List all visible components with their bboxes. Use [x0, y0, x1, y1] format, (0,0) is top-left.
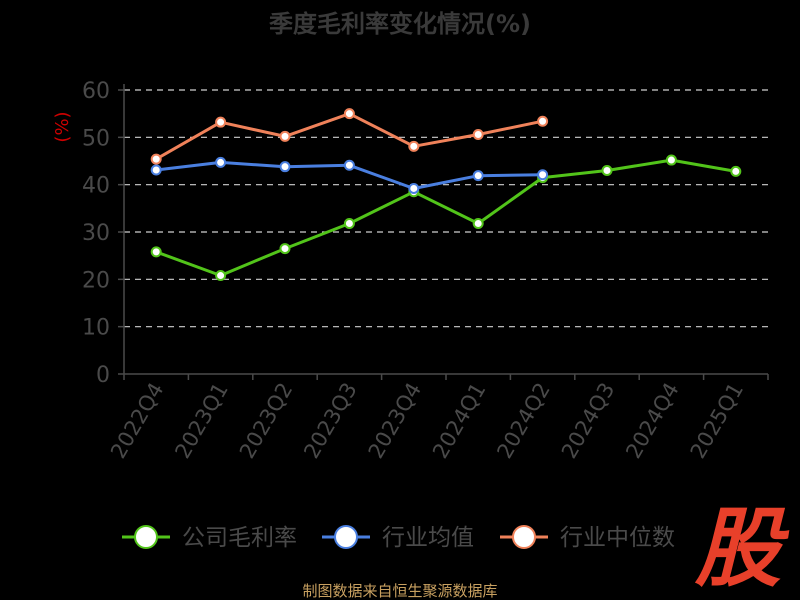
y-tick-label: 30 [82, 221, 110, 246]
legend-item-1: 公司毛利率 [122, 525, 297, 551]
x-tick-label: 2022Q4 [106, 379, 168, 463]
legend-item-2: 行业均值 [322, 525, 474, 551]
legend: 公司毛利率 行业均值 行业中位数 [122, 525, 675, 551]
data-point [150, 246, 162, 258]
data-point [215, 156, 227, 168]
data-point [408, 140, 420, 152]
data-point [150, 164, 162, 176]
data-point [279, 130, 291, 142]
data-point [215, 270, 227, 282]
source-note: 制图数据来自恒生聚源数据库 [302, 582, 497, 600]
x-tick-label: 2024Q4 [621, 379, 683, 463]
data-point [150, 153, 162, 165]
data-point [408, 182, 420, 194]
y-tick-label: 50 [82, 126, 110, 151]
data-point [472, 170, 484, 182]
series-3 [150, 108, 549, 165]
data-point [215, 116, 227, 128]
y-tick-label: 40 [82, 174, 110, 199]
series-line [155, 112, 543, 161]
data-point [343, 217, 355, 229]
data-point [279, 243, 291, 255]
data-point [730, 165, 742, 177]
y-tick-label: 60 [82, 79, 110, 104]
series-line [155, 158, 737, 277]
x-tick-label: 2024Q2 [492, 379, 554, 463]
chart-title: 季度毛利率变化情况(%) [269, 10, 531, 38]
data-point [343, 108, 355, 120]
y-tick-label: 20 [82, 268, 110, 293]
data-point [472, 217, 484, 229]
legend-marker [134, 525, 158, 549]
data-point [665, 154, 677, 166]
legend-marker [512, 525, 536, 549]
x-tick-label: 2023Q4 [364, 379, 426, 463]
x-tick-label: 2025Q1 [686, 379, 748, 463]
data-point [601, 164, 613, 176]
x-tick-label: 2024Q1 [428, 379, 490, 463]
logo-glyph: 股 [694, 499, 790, 599]
legend-label: 行业中位数 [560, 525, 675, 551]
y-axis-label: (%) [52, 111, 73, 142]
data-point [343, 159, 355, 171]
data-point [472, 128, 484, 140]
legend-label: 行业均值 [382, 525, 474, 551]
legend-item-3: 行业中位数 [500, 525, 675, 551]
y-tick-label: 0 [96, 363, 110, 388]
legend-marker [334, 525, 358, 549]
axes [118, 84, 769, 380]
x-tick-label: 2023Q1 [170, 379, 232, 463]
series-lines [150, 108, 742, 282]
series-2 [150, 156, 549, 194]
y-tick-labels: 0 10 20 30 40 50 60 [82, 79, 110, 388]
x-tick-labels: 2022Q4 2023Q1 2023Q2 2023Q3 2023Q4 2024Q1 2024… [106, 379, 748, 463]
x-tick-label: 2023Q3 [299, 379, 361, 463]
y-tick-label: 10 [82, 316, 110, 341]
legend-label: 公司毛利率 [182, 525, 297, 551]
data-point [537, 115, 549, 127]
x-tick-label: 2023Q2 [235, 379, 297, 463]
grid-lines [124, 89, 768, 328]
series-1 [150, 154, 742, 282]
data-point [279, 161, 291, 173]
x-tick-label: 2024Q3 [557, 379, 619, 463]
data-point [537, 169, 549, 181]
